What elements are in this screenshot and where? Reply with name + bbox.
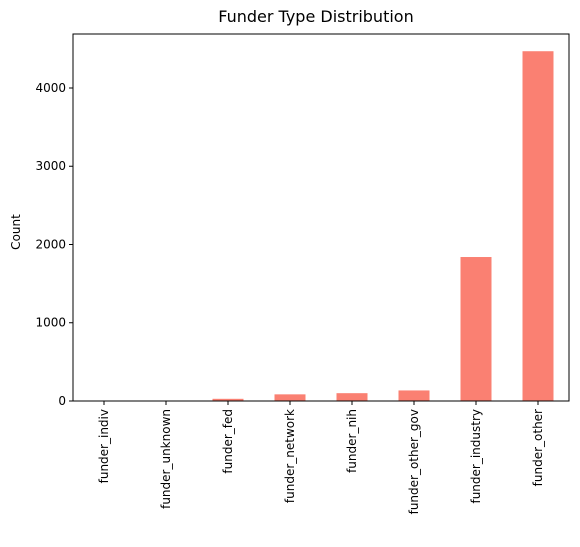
- y-tick-label: 0: [58, 394, 66, 408]
- x-tick-label: funder_other: [531, 409, 545, 486]
- y-tick-label: 4000: [35, 81, 66, 95]
- x-tick-label: funder_unknown: [159, 409, 173, 509]
- bar-funder-network: [275, 394, 306, 401]
- y-axis: 0 1000 2000 3000 4000: [35, 81, 73, 408]
- y-tick-label: 2000: [35, 237, 66, 251]
- bars-layer: [89, 51, 554, 401]
- bar-funder-other: [523, 51, 554, 401]
- x-tick-label: funder_network: [283, 409, 297, 503]
- bar-funder-other-gov: [399, 390, 430, 401]
- x-tick-label: funder_fed: [221, 409, 235, 474]
- bar-funder-nih: [337, 393, 368, 401]
- x-tick-label: funder_industry: [469, 409, 483, 504]
- y-axis-label: Count: [9, 214, 23, 250]
- x-tick-label: funder_nih: [345, 409, 359, 473]
- x-tick-label: funder_other_gov: [407, 409, 421, 514]
- x-tick-label: funder_indiv: [97, 409, 111, 483]
- y-tick-label: 1000: [35, 316, 66, 330]
- bar-funder-industry: [461, 257, 492, 401]
- y-tick-label: 3000: [35, 159, 66, 173]
- plot-frame: [73, 34, 569, 401]
- x-axis: funder_indiv funder_unknown funder_fed fund…: [97, 401, 545, 514]
- chart-title: Funder Type Distribution: [218, 7, 413, 26]
